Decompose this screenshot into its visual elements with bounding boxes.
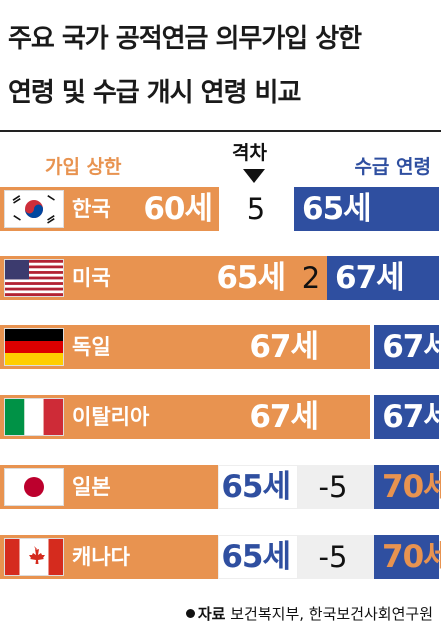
gap-value-label: 2: [301, 261, 321, 295]
chart-row: 한국 60세 5 65세: [0, 187, 441, 231]
chart-title-line1: 주요 국가 공적연금 의무가입 상한: [8, 24, 362, 54]
pension-age-bar: [327, 256, 439, 300]
pension-age-bar: [374, 465, 439, 509]
source-label: 자료: [197, 605, 226, 623]
chart-row: 캐나다 65세 -5 70세: [0, 535, 441, 579]
pension-age-bar: [374, 395, 439, 439]
chart-row: 이탈리아 67세 67세: [0, 395, 441, 439]
source-note: 자료 보건복지부, 한국보건사회연구원: [185, 603, 433, 624]
header-pension-age: 수급 연령: [354, 156, 431, 178]
country-label: 캐나다: [72, 545, 130, 569]
gap-value-label: 5: [246, 192, 266, 226]
japan-flag-icon: [4, 468, 64, 506]
korea-flag-icon: [4, 190, 64, 228]
gap-value-label: -5: [318, 540, 348, 574]
italy-flag-icon: [4, 398, 64, 436]
enroll-limit-value-label: 65세: [221, 469, 291, 505]
pension-age-value-label: 70세: [382, 539, 441, 575]
enroll-limit-value-label: 60세: [143, 191, 213, 227]
country-label: 한국: [72, 197, 111, 221]
usa-flag-icon: [4, 259, 64, 297]
country-label: 미국: [72, 266, 111, 290]
pension-age-bar: [374, 325, 439, 369]
pension-age-value-label: 67세: [382, 329, 441, 365]
gap-arrow-icon: [243, 169, 265, 183]
bullet-icon: [185, 609, 195, 618]
gap-band: [298, 535, 374, 579]
enroll-limit-value-label: 67세: [249, 399, 319, 435]
header-enroll-limit: 가입 상한: [45, 156, 122, 178]
title-divider: [0, 130, 441, 132]
pension-age-value-label: 70세: [382, 469, 441, 505]
chart-row: 미국 65세 2 67세: [0, 256, 441, 300]
pension-age-bar: [374, 535, 439, 579]
chart-row: 일본 65세 -5 70세: [0, 465, 441, 509]
header-gap: 격차: [232, 142, 267, 164]
enroll-limit-bar-extent: [218, 535, 298, 579]
chart-title-line2: 연령 및 수급 개시 연령 비교: [8, 78, 301, 108]
country-label: 일본: [72, 475, 111, 499]
pension-age-bar: [294, 187, 439, 231]
germany-flag-icon: [4, 328, 64, 366]
enroll-limit-value-label: 65세: [216, 260, 286, 296]
canada-flag-icon: [4, 538, 64, 576]
enroll-limit-bar-extent: [218, 465, 298, 509]
enroll-limit-value-label: 65세: [221, 539, 291, 575]
gap-value-label: -5: [318, 470, 348, 504]
country-label: 독일: [72, 335, 111, 359]
chart-row: 독일 67세 67세: [0, 325, 441, 369]
pension-age-value-label: 65세: [302, 191, 372, 227]
pension-age-value-label: 67세: [382, 399, 441, 435]
country-label: 이탈리아: [72, 405, 150, 429]
pension-age-value-label: 67세: [335, 260, 405, 296]
gap-band: [298, 465, 374, 509]
enroll-limit-value-label: 67세: [249, 329, 319, 365]
source-text: 보건복지부, 한국보건사회연구원: [225, 605, 433, 623]
